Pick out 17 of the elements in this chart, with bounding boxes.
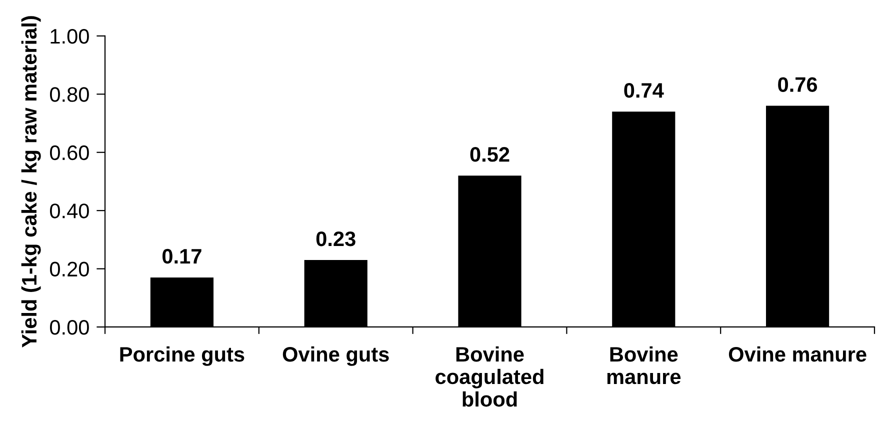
x-tick-label: Ovine manure	[728, 346, 866, 362]
data-label: 0.52	[470, 147, 510, 162]
y-tick-label: 0.60	[50, 145, 89, 160]
data-label: 0.17	[162, 248, 202, 264]
x-tick-label: Ovine guts	[282, 346, 389, 366]
y-tick-label: 0.20	[50, 262, 89, 277]
x-tick-label: Bovine manure	[607, 346, 681, 384]
data-label: 0.74	[624, 83, 664, 98]
y-tick-label: 0.00	[50, 320, 89, 335]
x-tick-label: Porcine guts	[120, 346, 244, 366]
y-axis-title: Yield (1-kg cake / kg raw material)	[21, 16, 41, 348]
x-tick-label: Bovine coagulated blood	[436, 346, 544, 407]
y-tick-label: 1.00	[50, 28, 89, 44]
y-tick-label: 0.40	[50, 204, 89, 218]
y-tick-label: 0.80	[50, 87, 89, 102]
data-label: 0.76	[778, 77, 818, 92]
data-label: 0.23	[316, 231, 356, 246]
